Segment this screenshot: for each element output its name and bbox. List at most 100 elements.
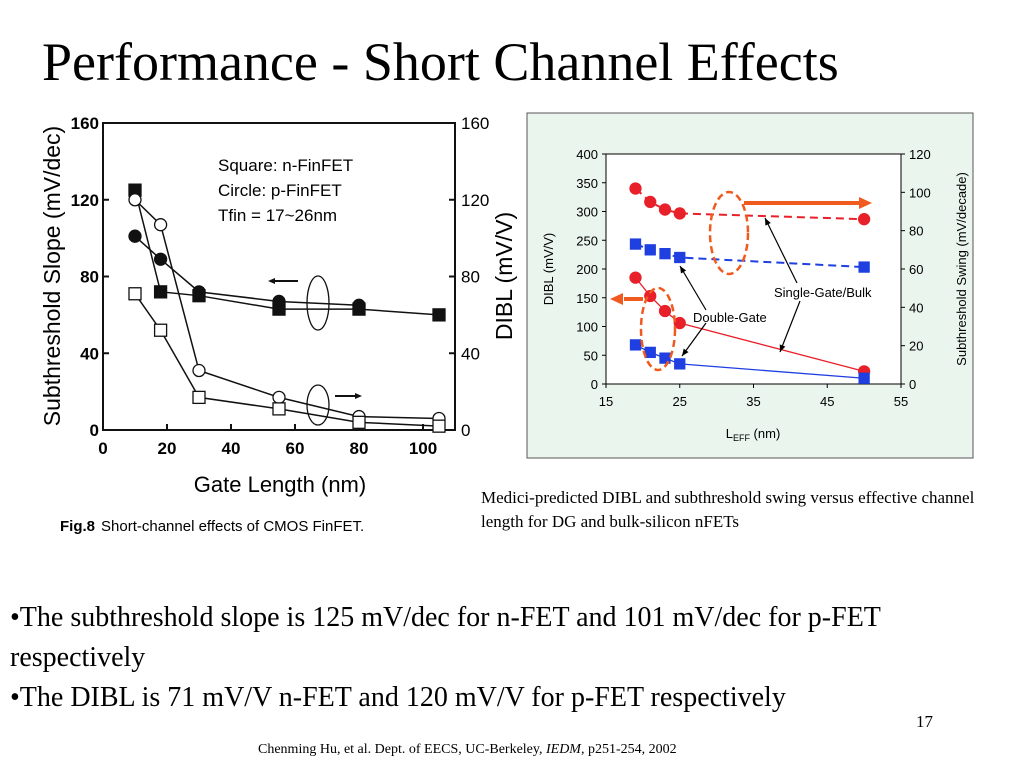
data-point — [272, 402, 286, 416]
data-point — [192, 363, 206, 378]
data-point — [658, 304, 672, 318]
series-line-0 — [134, 189, 440, 316]
annotation-arrow — [679, 265, 707, 311]
data-point — [272, 390, 286, 405]
y-tick-label: 150 — [576, 291, 598, 306]
x-tick-label: 40 — [222, 439, 241, 458]
y2-tick-label: 40 — [461, 344, 480, 363]
data-point — [644, 244, 656, 256]
data-point — [644, 346, 656, 359]
y2-tick-label: 40 — [909, 300, 923, 315]
data-point — [629, 271, 642, 284]
footer-suffix: , p251-254, 2002 — [580, 742, 677, 757]
y-tick-label: 200 — [576, 262, 598, 277]
data-point — [128, 287, 142, 301]
y-tick-label: 80 — [80, 268, 99, 287]
legend-line-1: Square: n-FinFET — [218, 156, 353, 175]
y-tick-label: 0 — [591, 377, 598, 392]
figure-caption-text: Short-channel effects of CMOS FinFET. — [101, 518, 364, 535]
x-tick-label: 45 — [820, 394, 834, 409]
x-tick-label: 20 — [158, 439, 177, 458]
y2-tick-label: 120 — [909, 147, 931, 162]
right-chart-y2label: Subthreshold Swing (mV/decade) — [954, 172, 969, 366]
arrowhead — [859, 197, 872, 209]
arrowhead — [268, 278, 275, 284]
y-tick-label: 350 — [576, 176, 598, 191]
right-chart: DIBL (mV/V) Subthreshold Swing (mV/decad… — [526, 112, 974, 459]
data-point — [352, 298, 366, 312]
data-point — [674, 251, 686, 264]
arrowhead — [355, 393, 362, 399]
y2-tick-label: 0 — [909, 377, 916, 392]
series-line-1 — [134, 235, 360, 307]
data-point — [272, 294, 286, 309]
data-point — [857, 213, 871, 226]
series-line-2 — [634, 187, 865, 221]
slide-title: Performance - Short Channel Effects — [42, 32, 839, 92]
annotation-single-gate-bulk: Single-Gate/Bulk — [774, 285, 872, 300]
data-point — [153, 285, 168, 299]
data-point — [858, 261, 870, 273]
y-tick-label: 0 — [90, 421, 99, 440]
x-tick-label: 80 — [350, 439, 369, 458]
x-tick-label: 35 — [746, 394, 760, 409]
annotation-arrow — [779, 300, 801, 353]
data-point — [629, 182, 642, 195]
arrowhead — [765, 218, 771, 226]
figure-caption-right: Medici-predicted DIBL and subthreshold s… — [481, 488, 975, 531]
data-point — [629, 238, 642, 250]
xlabel-main: L — [726, 426, 733, 441]
highlight-ellipse — [708, 190, 750, 276]
data-point — [128, 193, 142, 207]
data-point — [673, 316, 686, 330]
y-tick-label: 300 — [576, 205, 598, 220]
y2-tick-label: 160 — [461, 114, 489, 133]
figure-caption: Fig.8 Short-channel effects of CMOS FinFE… — [60, 518, 364, 535]
y2-tick-label: 60 — [909, 262, 923, 277]
bullet-item: •The DIBL is 71 mV/V n-FET and 120 mV/V … — [10, 682, 786, 713]
arrowhead — [610, 293, 623, 305]
y-tick-label: 160 — [71, 114, 99, 133]
figure-caption-label: Fig.8 — [60, 518, 95, 535]
y2-tick-label: 80 — [461, 268, 480, 287]
data-point — [153, 252, 168, 266]
data-point — [644, 195, 657, 209]
bullet-list: •The subthreshold slope is 125 mV/dec fo… — [10, 598, 1010, 718]
y-tick-label: 100 — [576, 320, 598, 335]
footer-journal: IEDM — [545, 742, 581, 757]
data-point — [128, 229, 142, 243]
right-chart-xlabel: LEFF (nm) — [726, 426, 781, 443]
annotation-arrow — [764, 217, 798, 284]
data-point — [192, 390, 206, 405]
footer-citation: Chenming Hu, et al. Dept. of EECS, UC-Be… — [258, 742, 677, 758]
x-tick-label: 100 — [409, 439, 437, 458]
xlabel-unit: (nm) — [750, 426, 780, 441]
y2-tick-label: 120 — [461, 191, 489, 210]
data-point — [659, 352, 671, 364]
x-tick-label: 25 — [673, 394, 687, 409]
y2-tick-label: 80 — [909, 224, 923, 239]
legend-line-2: Circle: p-FinFET — [218, 181, 342, 200]
y2-tick-label: 0 — [461, 421, 470, 440]
data-point — [674, 358, 686, 370]
x-tick-label: 55 — [894, 394, 908, 409]
data-point — [659, 248, 671, 260]
xlabel-subscript: EFF — [733, 433, 751, 443]
data-point — [432, 419, 446, 433]
data-point — [858, 372, 870, 384]
y2-tick-label: 100 — [909, 185, 931, 200]
arrowhead — [682, 348, 689, 356]
left-chart-y2label: DIBL (mV/V) — [491, 212, 517, 340]
data-point — [629, 339, 642, 351]
left-chart: Subthreshold Slope (mV/dec) DIBL (mV/V) … — [39, 114, 517, 535]
x-tick-label: 60 — [286, 439, 305, 458]
x-tick-label: 15 — [599, 394, 613, 409]
data-point — [192, 285, 206, 299]
highlight-ellipse — [306, 384, 330, 426]
x-tick-label: 0 — [98, 439, 107, 458]
data-point — [432, 308, 446, 322]
data-point — [153, 218, 168, 232]
right-chart-ylabel: DIBL (mV/V) — [541, 233, 556, 305]
highlight-ellipse — [306, 275, 330, 331]
